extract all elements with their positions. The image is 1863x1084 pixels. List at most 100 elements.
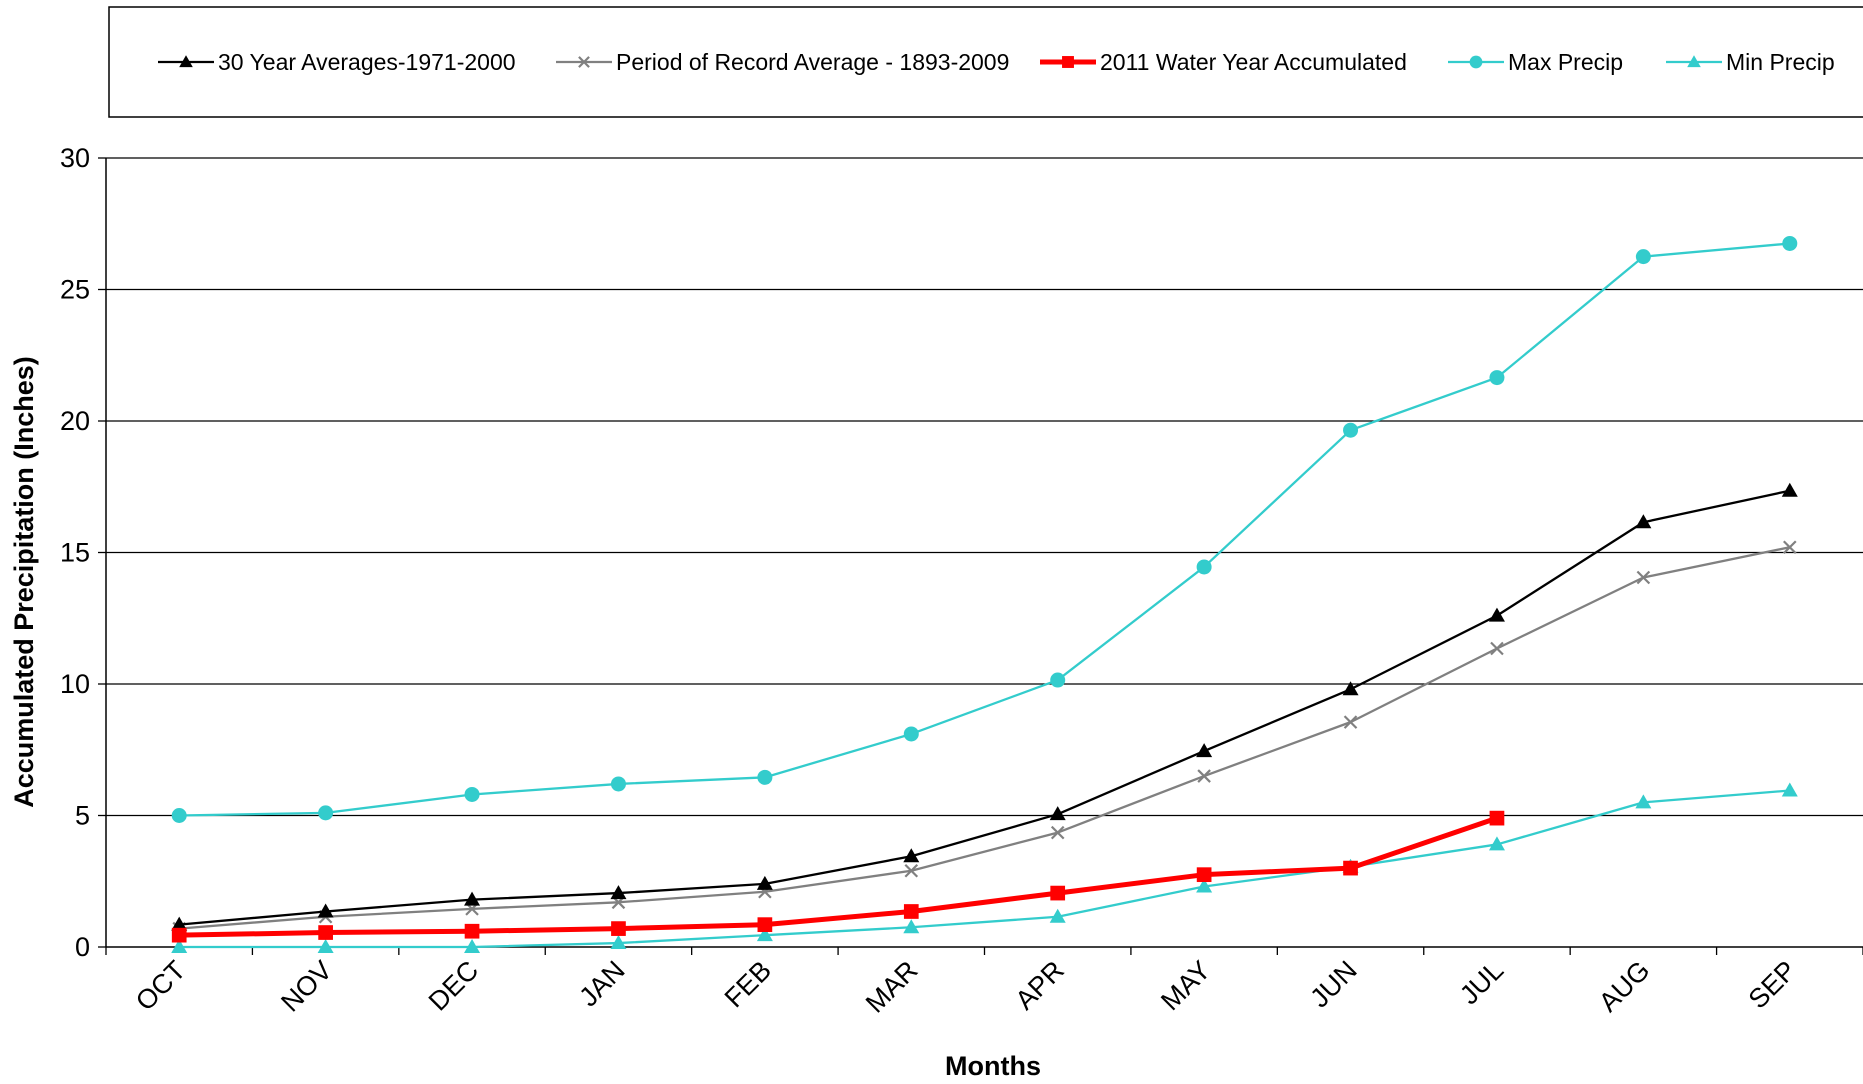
x-tick-label: MAR — [860, 955, 924, 1019]
data-point — [757, 917, 773, 932]
legend-marker — [578, 56, 590, 68]
legend-label: 30 Year Averages-1971-2000 — [218, 49, 516, 75]
data-point — [1488, 607, 1505, 622]
data-point — [318, 805, 334, 821]
data-point — [1781, 482, 1798, 497]
data-point — [903, 848, 920, 863]
x-tick-label: AUG — [1593, 955, 1656, 1018]
series-30-year-averages-1971-2000 — [171, 482, 1798, 931]
series-layer — [171, 235, 1798, 953]
data-point — [1196, 878, 1213, 893]
data-point — [1196, 559, 1212, 575]
x-tick-label: DEC — [423, 955, 485, 1017]
series-2011-water-year-accumulated — [171, 810, 1505, 943]
data-point — [1489, 370, 1505, 386]
legend-label: Min Precip — [1726, 49, 1835, 75]
data-point — [1050, 885, 1066, 901]
data-point — [756, 875, 773, 890]
x-marker-stroke — [1197, 769, 1211, 783]
data-point — [756, 927, 773, 942]
data-point — [903, 726, 919, 742]
x-tick-label: FEB — [719, 955, 777, 1013]
data-point — [1196, 867, 1212, 883]
series-line — [179, 242, 1790, 817]
y-tick-label: 30 — [60, 143, 90, 173]
y-tick-label: 15 — [60, 538, 90, 568]
data-point — [464, 939, 481, 953]
y-tick-label: 5 — [75, 801, 90, 831]
data-point — [1489, 810, 1505, 826]
data-point — [757, 769, 773, 785]
x-tick-label: MAY — [1155, 955, 1216, 1016]
data-point — [1635, 249, 1651, 265]
data-point — [464, 786, 480, 802]
x-tick-label: NOV — [275, 955, 338, 1018]
legend-marker — [1687, 55, 1701, 68]
data-point — [317, 939, 334, 953]
legend-item: 30 Year Averages-1971-2000 — [158, 49, 516, 75]
x-marker-stroke — [1783, 540, 1797, 555]
data-point — [1196, 743, 1213, 758]
series-period-of-record-average-1893-2009 — [172, 540, 1797, 936]
data-point — [903, 919, 920, 934]
y-tick-label: 10 — [60, 669, 90, 699]
series-line — [179, 546, 1791, 930]
legend-item: Max Precip — [1448, 49, 1623, 75]
data-point — [1049, 806, 1066, 821]
x-tick-label: SEP — [1743, 955, 1802, 1014]
x-marker-stroke — [1636, 570, 1651, 585]
data-point — [1050, 672, 1066, 688]
y-tick-label: 25 — [60, 275, 90, 305]
x-tick-label: APR — [1009, 955, 1069, 1015]
data-point — [1636, 570, 1651, 585]
data-point — [1342, 681, 1359, 696]
data-point — [1488, 836, 1505, 851]
data-point — [1635, 514, 1652, 529]
x-tick-label: JUL — [1454, 955, 1509, 1010]
series-line — [179, 489, 1791, 926]
data-point — [611, 921, 626, 936]
y-axis-title: Accumulated Precipitation (Inches) — [9, 356, 39, 808]
x-marker-stroke — [1343, 715, 1358, 729]
legend-marker — [1469, 55, 1483, 69]
legend-label: Max Precip — [1508, 49, 1623, 75]
x-marker-stroke — [1490, 641, 1504, 656]
data-point — [171, 939, 188, 953]
data-point — [610, 935, 627, 950]
data-point — [610, 776, 626, 792]
legend-box — [108, 6, 1863, 118]
data-point — [1343, 422, 1359, 438]
series-line — [179, 789, 1790, 949]
data-point — [1197, 769, 1211, 783]
grid — [106, 157, 1863, 817]
data-point — [1343, 715, 1358, 729]
y-tick-label: 20 — [60, 406, 90, 436]
data-point — [1343, 860, 1358, 876]
legend: 30 Year Averages-1971-2000 Period of Reco… — [108, 6, 1863, 118]
legend-label: 2011 Water Year Accumulated — [1100, 49, 1407, 75]
x-tick-label: JUN — [1304, 955, 1362, 1013]
series-line — [179, 815, 1498, 938]
legend-item: Min Precip — [1666, 49, 1835, 75]
data-point — [610, 885, 627, 900]
axes: 0 5 10 15 20 25 30 OCT NOV DEC JAN FEB MAR APR MAY JUN J… — [60, 143, 1863, 1019]
series-max-precip — [171, 235, 1798, 823]
y-tick-label: 0 — [75, 932, 90, 962]
data-point — [1781, 782, 1798, 797]
legend-marker — [179, 55, 193, 68]
data-point — [1049, 908, 1066, 923]
data-point — [903, 904, 919, 919]
data-point — [904, 863, 919, 878]
data-point — [464, 891, 481, 906]
legend-marker — [1062, 56, 1074, 68]
legend-label: Period of Record Average - 1893-2009 — [616, 49, 1009, 75]
x-axis-title: Months — [945, 1051, 1041, 1081]
x-marker-stroke — [578, 56, 590, 68]
data-point — [1783, 540, 1797, 555]
data-point — [1050, 825, 1065, 840]
series-min-precip — [171, 782, 1798, 953]
x-marker-stroke — [1050, 825, 1065, 840]
data-point — [317, 903, 334, 918]
x-tick-label: OCT — [130, 955, 192, 1017]
